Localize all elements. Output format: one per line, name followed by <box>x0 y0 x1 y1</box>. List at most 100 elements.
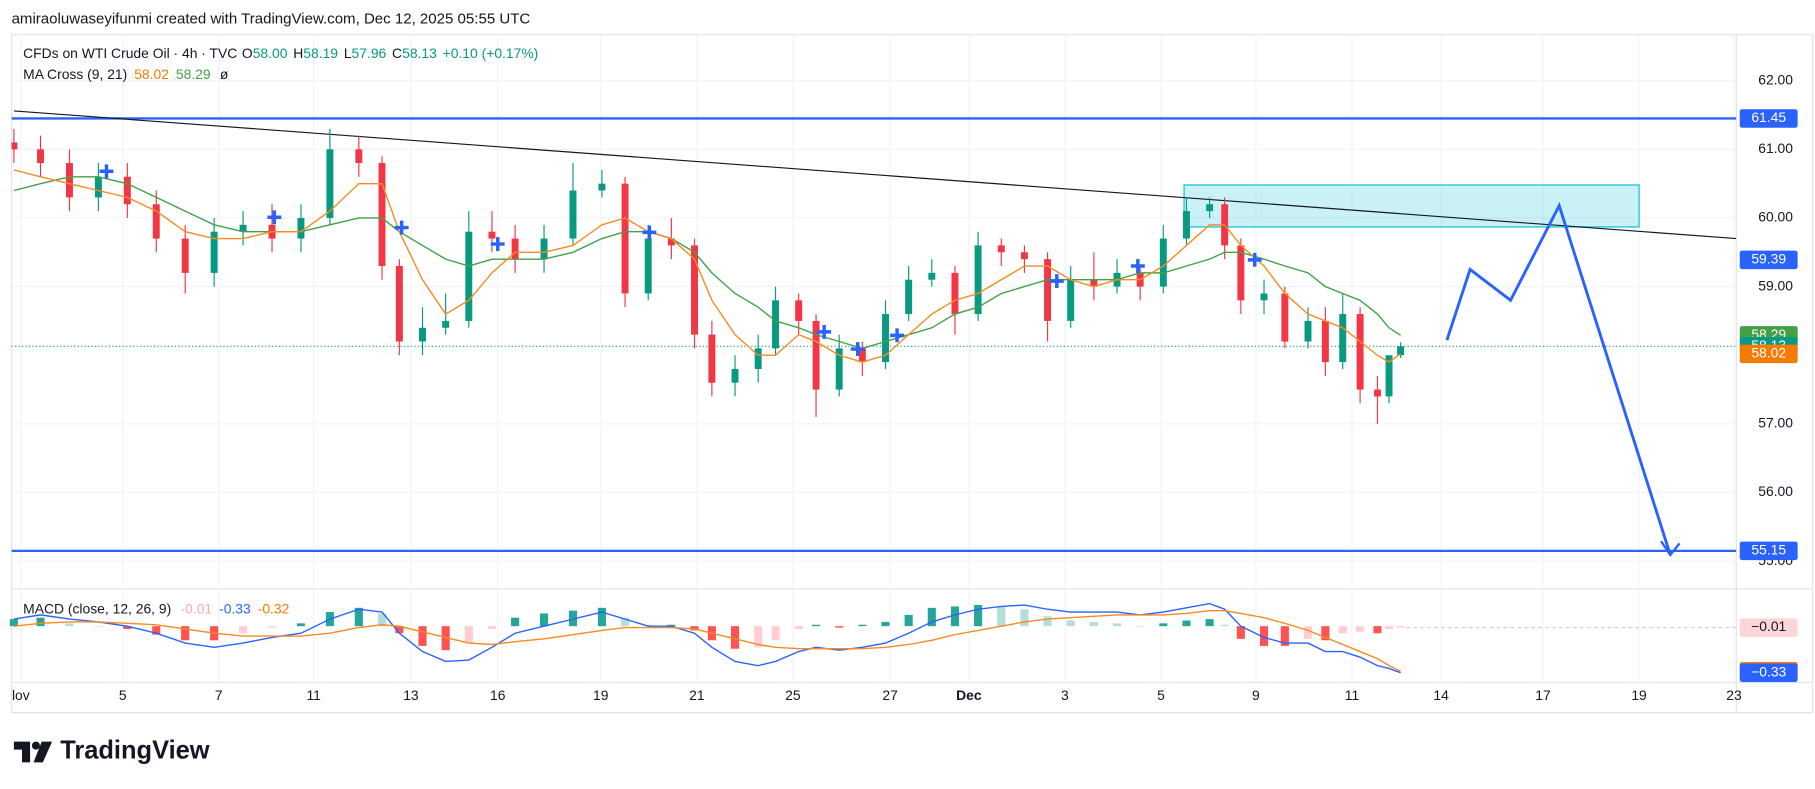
tradingview-logo: TradingView <box>60 737 210 765</box>
macd-histogram-bar <box>1112 623 1122 627</box>
x-tick-label: 27 <box>882 687 898 703</box>
ma-fast-line <box>13 169 1402 363</box>
ohlc-value: 58.13 <box>402 45 437 61</box>
price-label-box <box>1739 663 1798 682</box>
ohlc-key: L <box>344 45 352 61</box>
macd-histogram-bar <box>667 624 676 627</box>
macd-histogram-bar <box>1066 620 1075 627</box>
candle-body <box>754 348 762 369</box>
price-label-box <box>1739 618 1798 637</box>
macd-histogram-bar <box>881 621 890 627</box>
candle-body <box>488 231 496 239</box>
ohlc-key: H <box>293 45 303 61</box>
macd-histogram-bar <box>94 626 103 627</box>
macd-histogram-bar <box>487 626 496 629</box>
attribution: amiraoluwaseyifunmi created with Trading… <box>12 11 531 28</box>
macd-histogram-bar <box>1220 624 1229 627</box>
x-tick-label: 7 <box>215 687 223 703</box>
candle-body <box>123 176 131 205</box>
macd-histogram-bar <box>1396 626 1405 628</box>
candle-body <box>569 190 577 239</box>
macd-histogram-bar <box>927 607 936 627</box>
candle-body <box>395 266 403 342</box>
candle-body <box>644 238 652 294</box>
frame <box>10 34 1814 714</box>
candle-body <box>465 231 473 321</box>
candle-body <box>882 314 889 363</box>
macd-histogram-bar <box>65 623 74 627</box>
x-tick-label: lov <box>12 687 30 703</box>
candle-body <box>378 163 386 267</box>
price-label: −0.33 <box>1751 663 1786 679</box>
candle-body <box>210 231 218 273</box>
y-tick-label: 59.00 <box>1758 277 1793 293</box>
macd-histogram-bar <box>464 626 473 644</box>
x-tick-label: 11 <box>1345 687 1360 703</box>
ohlc-value: 58.00 <box>253 45 288 61</box>
candle-body <box>835 348 843 390</box>
candle-body <box>1237 245 1245 301</box>
candle-body <box>731 368 739 383</box>
macd-histogram-bar <box>239 626 248 634</box>
macd-histogram-bar <box>794 626 803 629</box>
macd-histogram-bar <box>690 626 699 631</box>
ma-cross-marker <box>890 328 905 343</box>
price-pane <box>11 34 1737 587</box>
macd-value: -0.33 <box>219 600 251 616</box>
y-tick-label: 60.00 <box>1758 209 1793 225</box>
macd-histogram-bar <box>1321 626 1330 641</box>
macd-histogram-bar <box>835 626 844 628</box>
price-label: 55.15 <box>1751 542 1786 558</box>
x-tick-label: 3 <box>1061 687 1069 703</box>
candle-body <box>905 279 913 315</box>
ma-cross-marker <box>99 164 114 179</box>
macd-histogram-bar <box>904 614 913 627</box>
candle-body <box>997 245 1005 253</box>
ohlc-value: 58.19 <box>303 45 338 61</box>
price-label: 59.39 <box>1751 251 1786 267</box>
ohlc-key: C <box>392 45 402 61</box>
candle-body <box>1206 204 1214 212</box>
macd-histogram-bar <box>1182 620 1191 627</box>
candle-body <box>181 238 189 273</box>
x-tick-label: 11 <box>306 687 321 703</box>
macd-histogram-bar <box>997 606 1006 627</box>
y-tick-label: 56.00 <box>1758 483 1793 499</box>
x-tick-label: 9 <box>1252 687 1260 703</box>
projection-path <box>1445 201 1672 556</box>
macd-histogram-bar <box>771 626 780 641</box>
macd-histogram-bar <box>1136 626 1145 627</box>
ma-fast-value: 58.02 <box>134 66 169 82</box>
candle-body <box>37 149 44 164</box>
macd-hist-value: -0.01 <box>181 600 213 616</box>
ma-slow-value: 58.29 <box>176 66 211 82</box>
macd-histogram-bar <box>1043 616 1052 627</box>
candle-body <box>812 320 820 390</box>
candle-body <box>326 149 334 218</box>
candle-body <box>858 348 866 363</box>
symbol-label: CFDs on WTI Crude Oil · 4h · TVC <box>23 45 237 61</box>
candle-body <box>795 300 803 321</box>
x-tick-label: 19 <box>593 687 609 703</box>
x-tick-label: Dec <box>956 687 982 703</box>
candle-body <box>11 142 18 150</box>
candle-body <box>974 245 982 315</box>
y-tick-label: 62.00 <box>1758 71 1793 87</box>
candle-body <box>772 300 780 349</box>
x-tick-label: 5 <box>1157 687 1165 703</box>
indicator-label: MACD (close, 12, 26, 9) <box>23 600 171 616</box>
ma-cross-marker <box>394 220 409 235</box>
candle-body <box>928 272 936 280</box>
macd-histogram-bar <box>539 613 549 627</box>
candle-body <box>1260 293 1268 301</box>
price-label: −0.01 <box>1751 618 1786 634</box>
macd-histogram-bar <box>1089 621 1098 627</box>
candle-body <box>1281 293 1289 342</box>
tradingview-logo-icon <box>13 741 53 763</box>
candle-body <box>65 163 73 198</box>
macd-histogram-bar <box>1259 626 1269 646</box>
price-label-box <box>1739 250 1798 270</box>
x-tick-label: 13 <box>403 687 419 703</box>
macd-histogram-bar <box>1205 619 1214 627</box>
